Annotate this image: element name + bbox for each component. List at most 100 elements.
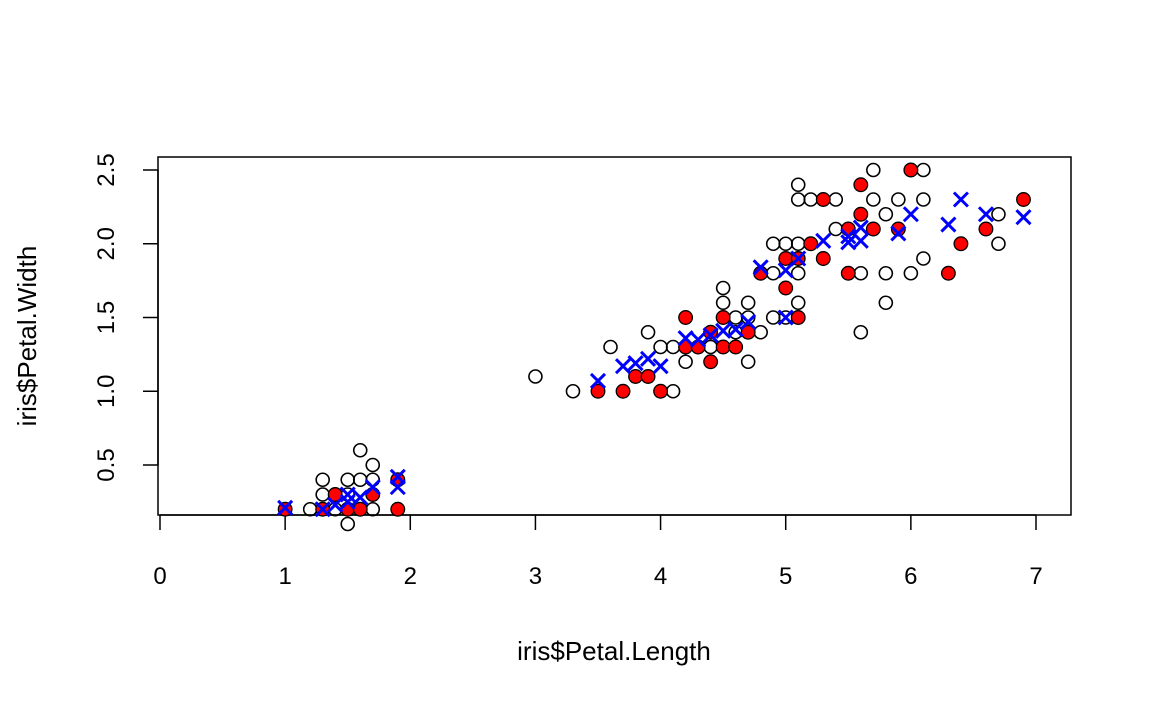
cross-point [852,232,869,249]
cross-point [890,225,907,242]
x-tick-label: 1 [278,563,291,590]
open-circle-point [878,265,894,281]
open-circle-point [803,192,819,207]
open-circle-point [753,324,768,340]
open-circle-point [365,501,381,517]
y-tick-label: 2.5 [93,153,120,186]
cross-point [652,358,669,375]
cross-point [314,501,331,518]
open-circle-point [790,295,806,311]
open-circle-point [653,339,668,355]
cross-point [339,486,356,503]
filled-circle-point [1016,192,1031,207]
open-circle-point [340,516,356,532]
cross-point [940,216,957,233]
open-circle-point [778,236,794,252]
open-circle-point [866,162,881,178]
open-circle-point [715,280,731,296]
cross-point [389,468,406,485]
open-circle-point [828,192,844,207]
x-tick-label: 6 [904,563,917,590]
cross-point [815,232,832,249]
open-circle-point [340,472,356,488]
open-circle-point [365,457,381,473]
filled-circle-point [715,339,731,355]
open-circle-point [352,472,368,488]
filled-circle-point [690,339,706,355]
cross-point [627,355,644,372]
x-tick-label: 0 [153,563,166,590]
filled-circle-point [365,487,381,502]
filled-circle-point [978,221,994,237]
filled-circle-point [853,177,869,193]
cross-point [840,228,857,245]
cross-point [727,321,744,338]
filled-circle-point [678,310,694,325]
filled-circle-point [352,501,368,517]
cross-point [589,372,607,389]
cross-point [852,219,869,236]
filled-circle-point [865,221,881,237]
cross-point [352,489,369,506]
filled-circle-point [590,383,606,399]
open-circle-point [903,265,919,281]
plot-frame [157,156,1072,516]
filled-circle-point [953,236,969,252]
open-circle-point [828,221,844,237]
cross-point [777,262,794,279]
x-axis: 0 1 2 3 4 5 6 7 [153,514,1043,590]
open-circle-point [302,501,318,517]
open-circle-point [678,354,693,370]
open-circle-point [740,354,756,370]
cross-point [790,250,807,267]
open-circle-point [603,339,618,355]
open-circle-point [916,192,931,207]
filled-circle-point [615,383,631,399]
x-tick-label: 7 [1029,563,1042,590]
x-axis-title: iris$Petal.Length [517,636,711,666]
filled-circle-point [903,162,919,178]
open-circle-point [853,265,869,281]
filled-circle-point [653,383,669,399]
open-circle-point [728,310,743,325]
open-circle-point [565,383,581,399]
filled-circle-point [840,265,856,281]
open-circle-point [790,177,806,193]
open-circle-point [916,162,931,178]
x-tick-label: 4 [654,563,667,590]
open-circle-point [665,339,681,355]
filled-circle-point [815,192,831,207]
filled-circle-point [778,251,794,266]
open-circle-point [528,369,543,384]
filled-circle-point [340,501,356,517]
open-circle-point [866,192,881,207]
open-circle-point [891,192,906,207]
x-tick-label: 2 [404,563,417,590]
filled-circle-point [778,280,794,296]
cross-point [639,350,657,367]
cross-point [777,309,794,326]
open-circle-point [640,324,656,340]
y-tick-label: 1.5 [93,301,120,334]
open-circle-point [790,265,806,281]
y-tick-label: 2.0 [93,227,120,260]
cross-point [277,499,294,516]
cross-point [364,479,381,496]
filled-circle-point [740,324,756,340]
y-tick-label: 0.5 [93,448,120,481]
cross-point [690,331,707,348]
cross-point [952,191,969,208]
open-circle-point [740,295,756,311]
open-circle-point [315,487,330,502]
open-circle-point [878,206,894,222]
open-circle-point [315,472,330,488]
cross-point [902,206,919,223]
y-tick-label: 1.0 [93,375,120,408]
filled-circle-point [628,369,643,384]
cross-point [702,327,719,344]
filled-circle-point [803,236,819,252]
filled-circle-point [940,265,956,281]
y-axis-title: iris$Petal.Width [12,246,42,427]
cross-point [327,496,344,513]
